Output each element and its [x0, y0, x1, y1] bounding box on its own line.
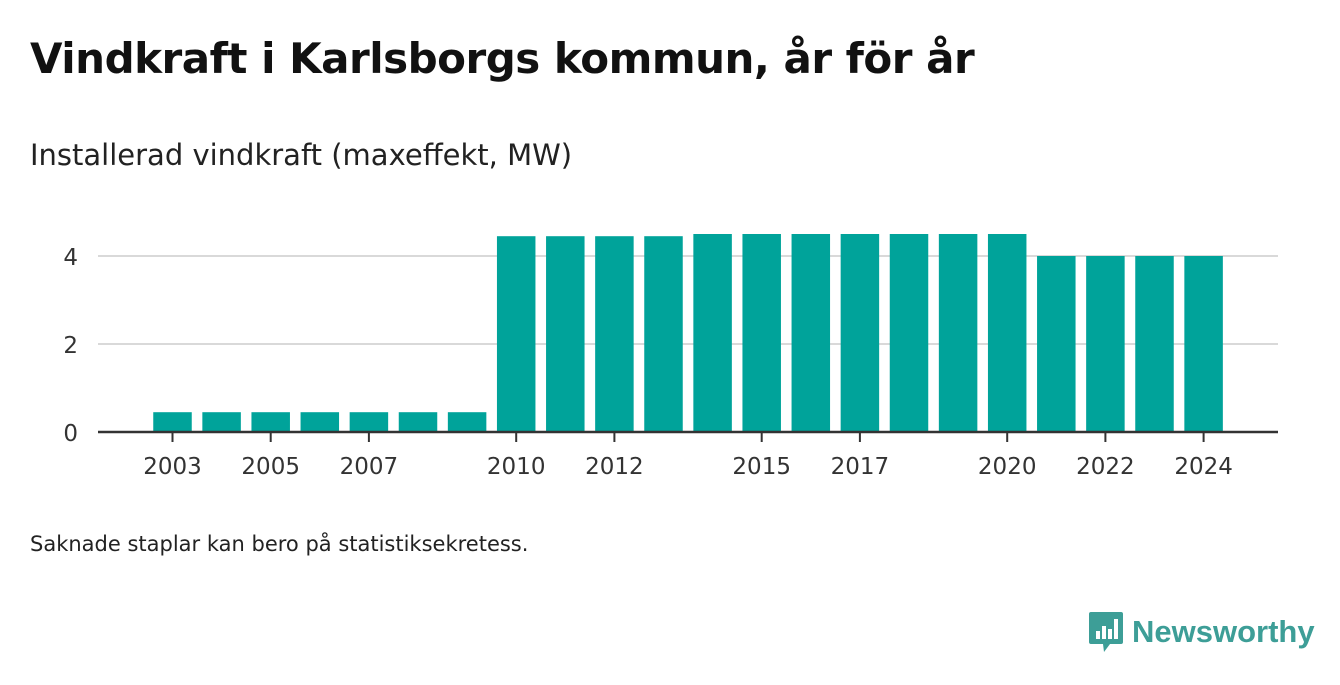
bar-2003	[153, 412, 192, 432]
bar-2024	[1184, 256, 1223, 432]
x-tick-label: 2017	[831, 454, 890, 480]
bar-2017	[840, 234, 880, 432]
bar-2015	[742, 234, 781, 432]
x-tick-label: 2024	[1174, 454, 1233, 480]
newsworthy-logo-icon	[1089, 612, 1123, 652]
y-tick-label: 0	[63, 421, 78, 447]
bar-2016	[791, 234, 831, 432]
bar-2012	[595, 236, 634, 432]
bar-2014	[693, 234, 732, 432]
footnote: Saknade staplar kan bero på statistiksek…	[30, 532, 529, 556]
bar-2022	[1086, 256, 1125, 432]
bar-2004	[202, 412, 241, 432]
bar-2019	[938, 234, 978, 432]
bar-2013	[644, 236, 683, 432]
x-tick-label: 2012	[585, 454, 644, 480]
bar-2009	[447, 412, 487, 432]
bar-2006	[300, 412, 340, 432]
bars	[153, 234, 1223, 432]
bar-2007	[349, 412, 389, 432]
x-tick-label: 2010	[487, 454, 546, 480]
bar-2018	[889, 234, 929, 432]
bar-2008	[398, 412, 438, 432]
x-tick-label: 2015	[732, 454, 791, 480]
brand-logo: Newsworthy	[1088, 610, 1315, 654]
x-tick-label: 2005	[241, 454, 300, 480]
bar-2020	[987, 234, 1027, 432]
x-tick-label: 2003	[143, 454, 202, 480]
bar-2023	[1135, 256, 1174, 432]
bar-chart: 0 2 4 2003 2005 2007 2010 2012 2015 2017 2020 2022 2…	[63, 234, 1278, 480]
bar-2010	[496, 236, 536, 432]
brand-name: Newsworthy	[1132, 614, 1315, 649]
y-tick-label: 4	[63, 245, 78, 271]
chart-title: Vindkraft i Karlsborgs kommun, år för år	[30, 34, 975, 83]
y-tick-label: 2	[63, 333, 78, 359]
x-tick-label: 2007	[340, 454, 399, 480]
bar-2021	[1037, 256, 1076, 432]
bar-2005	[251, 412, 290, 432]
x-tick-label: 2022	[1076, 454, 1135, 480]
chart-subtitle: Installerad vindkraft (maxeffekt, MW)	[30, 138, 573, 172]
bar-2011	[546, 236, 585, 432]
x-tick-label: 2020	[978, 454, 1037, 480]
axes: 0 2 4 2003 2005 2007 2010 2012 2015 2017 2020 2022 2…	[63, 245, 1278, 480]
gridlines	[98, 255, 1278, 345]
